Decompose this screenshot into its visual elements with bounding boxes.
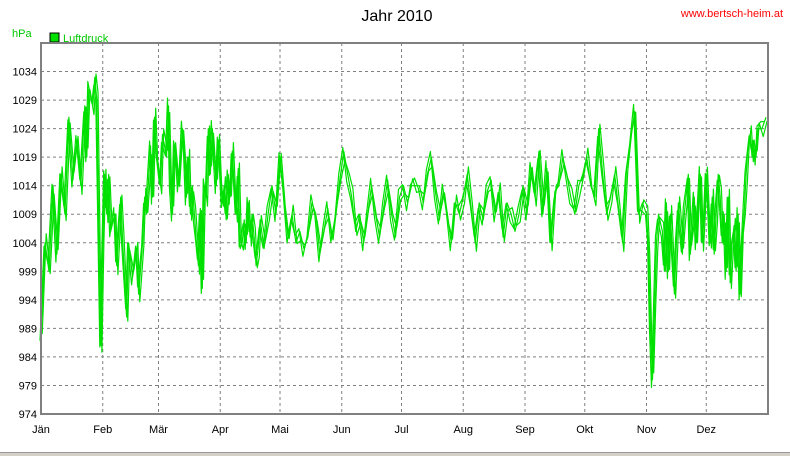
y-tick-label: 994 [19, 295, 37, 307]
legend-swatch-luftdruck [49, 32, 60, 43]
status-bar-strip [0, 452, 790, 456]
y-axis-unit-label: hPa [12, 28, 32, 40]
series-luftdruck [39, 73, 768, 388]
y-tick-label: 1029 [13, 95, 37, 107]
x-tick-label: Apr [212, 424, 229, 436]
x-tick-label: Aug [453, 424, 473, 436]
x-tick-label: Mai [271, 424, 289, 436]
y-tick-label: 999 [19, 266, 37, 278]
chart-title: Jahr 2010 [361, 8, 432, 25]
series-envelope-line [39, 80, 766, 388]
plot-frame [40, 42, 769, 415]
x-tick-label: Dez [696, 424, 716, 436]
y-tick-label: 1024 [13, 124, 37, 136]
series-envelope-line [41, 73, 768, 374]
x-axis-ticks: Jän Feb Mär Apr Mai Jun Jul Aug Sep Okt Nov Dez [32, 424, 716, 436]
y-tick-label: 979 [19, 380, 37, 392]
x-tick-label: Okt [576, 424, 593, 436]
x-tick-label: Jul [394, 424, 408, 436]
y-tick-label: 1034 [13, 67, 37, 79]
source-link[interactable]: www.bertsch-heim.at [680, 8, 783, 20]
y-tick-label: 974 [19, 409, 37, 421]
x-tick-label: Feb [93, 424, 112, 436]
x-tick-label: Nov [637, 424, 657, 436]
y-tick-label: 1009 [13, 209, 37, 221]
x-tick-label: Jän [32, 424, 50, 436]
x-tick-label: Sep [515, 424, 535, 436]
y-tick-label: 989 [19, 323, 37, 335]
y-tick-label: 1014 [13, 181, 37, 193]
x-tick-label: Jun [333, 424, 351, 436]
y-axis-ticks: 974 979 984 989 994 999 1004 1009 1014 1019 1024 10… [13, 67, 37, 421]
series-line-luftdruck [40, 76, 767, 381]
x-tick-label: Mär [149, 424, 168, 436]
y-tick-label: 1019 [13, 152, 37, 164]
y-tick-label: 1004 [13, 238, 37, 250]
y-tick-label: 984 [19, 352, 37, 364]
